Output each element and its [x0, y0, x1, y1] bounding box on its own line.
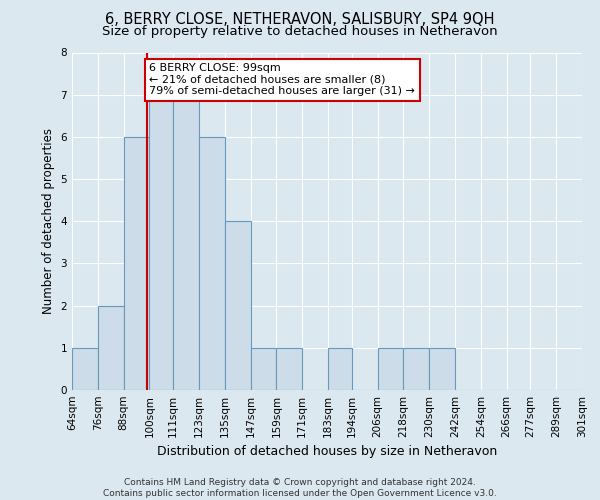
- X-axis label: Distribution of detached houses by size in Netheravon: Distribution of detached houses by size …: [157, 446, 497, 458]
- Bar: [98, 306, 124, 390]
- Bar: [377, 348, 403, 390]
- Bar: [173, 94, 199, 390]
- Text: 6 BERRY CLOSE: 99sqm
← 21% of detached houses are smaller (8)
79% of semi-detach: 6 BERRY CLOSE: 99sqm ← 21% of detached h…: [149, 63, 415, 96]
- Bar: [149, 94, 173, 390]
- Bar: [251, 348, 277, 390]
- Bar: [199, 137, 225, 390]
- Text: 6, BERRY CLOSE, NETHERAVON, SALISBURY, SP4 9QH: 6, BERRY CLOSE, NETHERAVON, SALISBURY, S…: [105, 12, 495, 28]
- Text: Contains HM Land Registry data © Crown copyright and database right 2024.
Contai: Contains HM Land Registry data © Crown c…: [103, 478, 497, 498]
- Bar: [124, 137, 149, 390]
- Bar: [225, 221, 251, 390]
- Bar: [277, 348, 302, 390]
- Bar: [328, 348, 352, 390]
- Text: Size of property relative to detached houses in Netheravon: Size of property relative to detached ho…: [102, 25, 498, 38]
- Bar: [72, 348, 98, 390]
- Bar: [403, 348, 429, 390]
- Y-axis label: Number of detached properties: Number of detached properties: [42, 128, 55, 314]
- Bar: [429, 348, 455, 390]
